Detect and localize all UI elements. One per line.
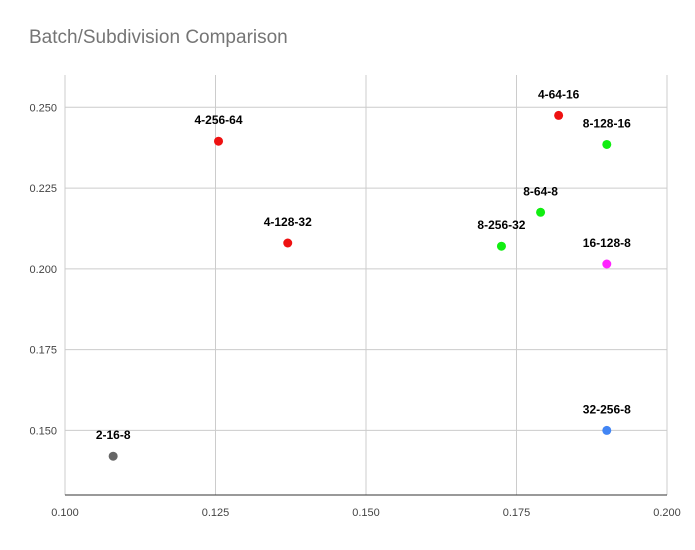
data-point	[214, 136, 224, 146]
grid	[64, 75, 668, 496]
data-point	[108, 451, 118, 461]
data-label: 4-256-64	[194, 113, 242, 127]
data-label: 16-128-8	[583, 236, 631, 250]
x-tick-label: 0.100	[51, 507, 79, 519]
data-point	[602, 259, 612, 269]
data-label: 32-256-8	[583, 402, 631, 416]
x-tick-label: 0.200	[653, 507, 681, 519]
axis-ticks: 0.100 0.125 0.150 0.175 0.200 0.150 0.175 0.200…	[29, 102, 680, 519]
data-label: 8-128-16	[583, 116, 631, 130]
x-tick-label: 0.175	[503, 507, 531, 519]
data-point	[536, 207, 546, 217]
data-label: 4-128-32	[264, 215, 312, 229]
data-point	[554, 110, 564, 120]
data-label: 4-64-16	[538, 87, 580, 101]
y-tick-label: 0.225	[29, 183, 57, 195]
y-tick-label: 0.150	[29, 425, 57, 437]
x-tick-label: 0.150	[352, 507, 380, 519]
data-point	[602, 425, 612, 435]
data-label: 8-64-8	[523, 184, 558, 198]
data-label: 2-16-8	[96, 428, 131, 442]
data-point	[602, 139, 612, 149]
data-points: 2-16-8 4-256-64 4-128-32 4-64-16 8-128-16 8-6…	[96, 87, 631, 461]
data-point	[283, 238, 293, 248]
data-point	[496, 241, 506, 251]
chart-title: Batch/Subdivision Comparison	[29, 27, 288, 48]
data-label: 8-256-32	[477, 218, 525, 232]
y-tick-label: 0.175	[29, 345, 57, 357]
x-tick-label: 0.125	[202, 507, 230, 519]
y-tick-label: 0.250	[29, 102, 57, 114]
y-tick-label: 0.200	[29, 264, 57, 276]
